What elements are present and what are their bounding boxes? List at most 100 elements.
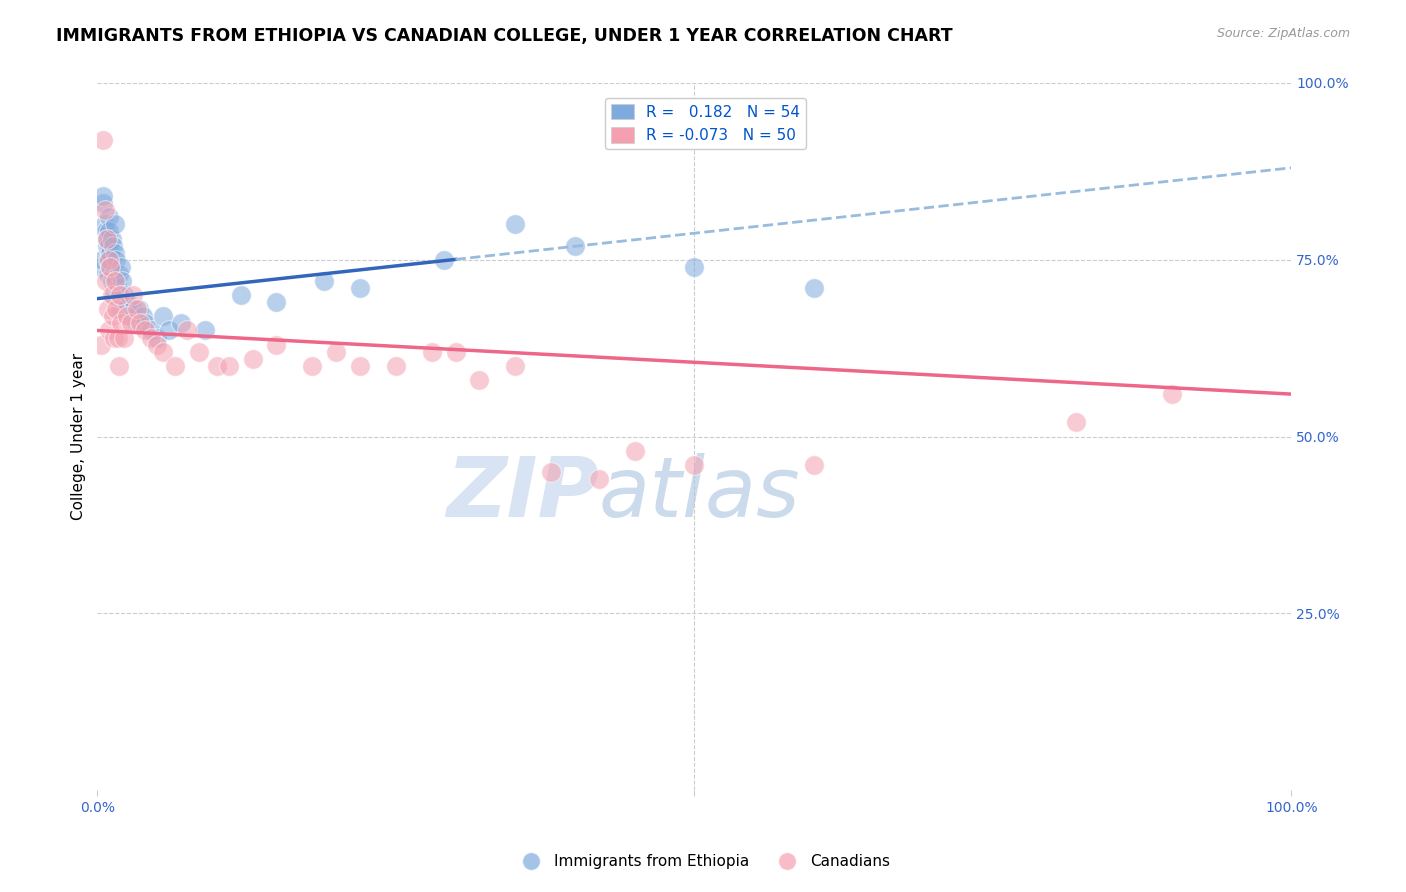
Point: [115, 295, 138, 310]
Point: [194, 323, 217, 337]
Text: Source: ZipAtlas.com: Source: ZipAtlas.com: [1216, 27, 1350, 40]
Point: [104, 245, 127, 260]
Point: [90, 260, 112, 274]
Point: [98, 224, 121, 238]
Point: [90, 337, 112, 351]
Point: [108, 359, 131, 373]
Point: [540, 465, 562, 479]
Point: [683, 458, 706, 472]
Point: [100, 260, 122, 274]
Point: [170, 317, 193, 331]
Point: [444, 344, 467, 359]
Point: [1161, 387, 1184, 401]
Point: [93, 218, 115, 232]
Point: [163, 359, 186, 373]
Point: [266, 337, 288, 351]
Text: atlas: atlas: [599, 452, 800, 533]
Point: [91, 189, 114, 203]
Point: [120, 317, 142, 331]
Point: [349, 359, 371, 373]
Point: [125, 302, 148, 317]
Point: [118, 310, 141, 324]
Point: [98, 238, 121, 252]
Point: [146, 330, 169, 344]
Point: [101, 310, 124, 324]
Point: [468, 373, 491, 387]
Point: [96, 231, 118, 245]
Point: [157, 323, 180, 337]
Point: [100, 231, 122, 245]
Point: [103, 330, 125, 344]
Point: [108, 288, 131, 302]
Point: [115, 310, 138, 324]
Point: [433, 252, 456, 267]
Point: [132, 310, 155, 324]
Point: [205, 359, 228, 373]
Point: [110, 317, 132, 331]
Point: [146, 337, 169, 351]
Point: [301, 359, 323, 373]
Point: [385, 359, 408, 373]
Point: [94, 274, 117, 288]
Point: [101, 267, 124, 281]
Point: [134, 317, 156, 331]
Point: [107, 330, 129, 344]
Point: [91, 196, 114, 211]
Point: [122, 288, 145, 302]
Point: [314, 274, 336, 288]
Point: [242, 351, 264, 366]
Point: [103, 288, 125, 302]
Point: [152, 344, 174, 359]
Point: [128, 302, 150, 317]
Point: [325, 344, 347, 359]
Point: [803, 281, 825, 295]
Point: [98, 211, 121, 225]
Point: [105, 252, 128, 267]
Point: [503, 359, 526, 373]
Point: [266, 295, 288, 310]
Point: [98, 323, 121, 337]
Point: [803, 458, 825, 472]
Point: [122, 302, 145, 317]
Point: [683, 260, 706, 274]
Point: [129, 317, 152, 331]
Point: [152, 310, 174, 324]
Point: [97, 302, 120, 317]
Point: [100, 274, 122, 288]
Legend: Immigrants from Ethiopia, Canadians: Immigrants from Ethiopia, Canadians: [509, 848, 897, 875]
Point: [134, 323, 156, 337]
Point: [93, 203, 115, 218]
Legend: R =   0.182   N = 54, R = -0.073   N = 50: R = 0.182 N = 54, R = -0.073 N = 50: [605, 97, 806, 150]
Point: [108, 267, 131, 281]
Point: [503, 218, 526, 232]
Point: [97, 252, 120, 267]
Point: [100, 245, 122, 260]
Point: [111, 274, 134, 288]
Point: [104, 274, 127, 288]
Point: [105, 302, 128, 317]
Text: ZIP: ZIP: [446, 452, 599, 533]
Point: [107, 281, 129, 295]
Point: [349, 281, 371, 295]
Point: [139, 323, 162, 337]
Point: [108, 288, 131, 302]
Point: [105, 274, 128, 288]
Point: [98, 252, 121, 267]
Point: [112, 288, 135, 302]
Point: [623, 443, 645, 458]
Point: [218, 359, 240, 373]
Point: [94, 224, 117, 238]
Point: [104, 218, 127, 232]
Point: [96, 231, 118, 245]
Point: [100, 288, 122, 302]
Point: [114, 302, 136, 317]
Point: [91, 132, 114, 146]
Point: [100, 260, 122, 274]
Point: [97, 267, 120, 281]
Point: [110, 260, 132, 274]
Point: [564, 238, 586, 252]
Point: [176, 323, 198, 337]
Point: [229, 288, 252, 302]
Point: [108, 302, 131, 317]
Point: [91, 252, 114, 267]
